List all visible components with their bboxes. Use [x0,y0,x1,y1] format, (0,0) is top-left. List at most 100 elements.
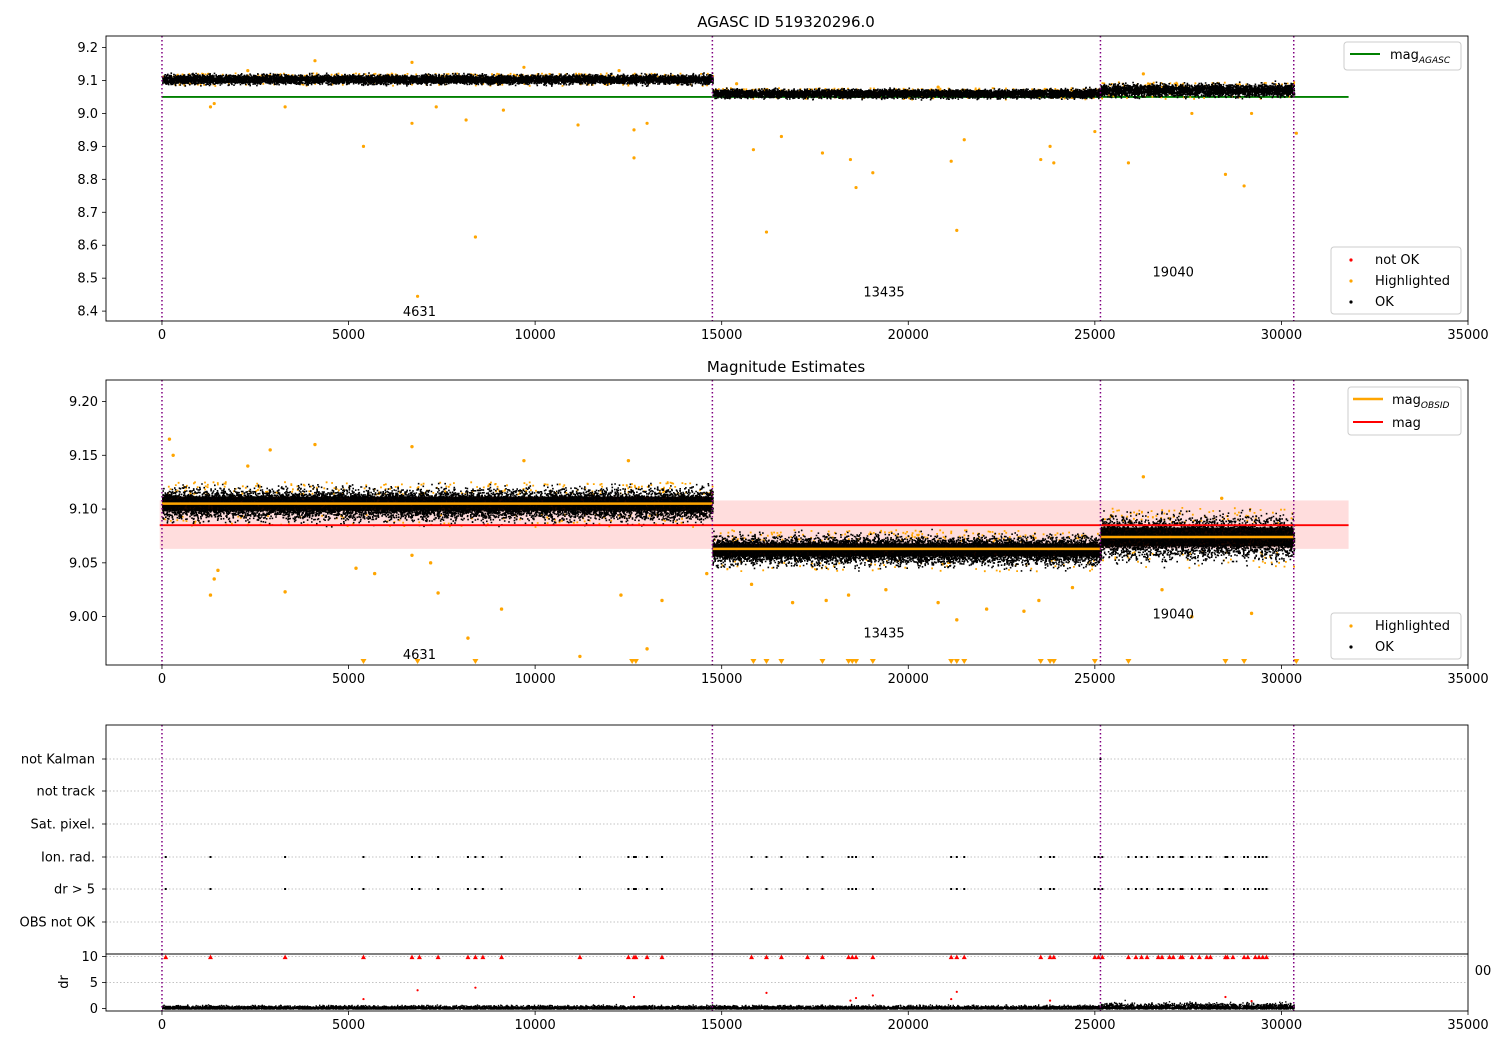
flag-point [765,888,768,890]
clipped-marker [1241,954,1247,960]
highlighted-point [434,105,438,109]
highlighted-point [854,185,858,190]
category-label: dr > 5 [54,883,95,898]
clipped-marker [1125,659,1132,664]
x-tick-label: 5000 [332,1018,365,1033]
highlighted-point [428,561,433,565]
x-tick-label: 30000 [1261,328,1302,343]
y-tick-label: 8.7 [77,206,98,221]
clipped-marker [1180,954,1186,960]
flag-point [1265,856,1268,858]
flag-point [1209,856,1212,858]
flag-point [481,856,484,858]
clipped-marker [1208,954,1214,960]
legend-label-highlighted: Highlighted [1375,274,1450,289]
overflow-tick-label: 00 [1475,964,1492,979]
legend-label-ok: OK [1375,640,1394,655]
legend-marker-not-ok [1349,258,1353,262]
x-tick-label: 35000 [1447,1018,1488,1033]
highlighted-point [617,68,621,73]
highlighted-point [626,458,631,463]
legend-label-not-ok: not OK [1375,253,1420,268]
highlighted-point [962,138,966,142]
obsid-label: 13435 [863,627,904,642]
flag-point [362,856,365,858]
clipped-marker [632,659,639,664]
flag-point [437,888,440,890]
highlighted-point [372,571,377,576]
flag-point [209,888,212,890]
x-tick-label: 10000 [514,328,555,343]
highlighted-point [464,118,468,122]
flag-point [1181,888,1184,890]
x-tick-label: 0 [158,328,166,343]
flags-panel: OBS not OK dr > 5 Ion. rad. Sat. pixel. not … [20,724,1469,955]
flag-point [1157,888,1160,890]
flag-point [418,856,421,858]
legend-mag-lines: magOBSID mag [1347,386,1462,436]
clipped-marker [1230,954,1236,960]
clipped-marker [1241,659,1248,664]
flag-point [780,856,783,858]
highlighted-point [499,607,504,611]
flag-point [765,856,768,858]
clipped-marker [633,954,639,960]
clipped-marker [1245,954,1251,960]
panel-title: AGASC ID 519320296.0 [697,13,875,31]
y-tick-label: 5 [90,976,98,991]
highlighted-point [751,148,756,152]
highlighted-point [660,598,664,603]
flag-point [750,856,753,858]
clipped-marker [472,954,478,960]
clipped-marker [948,659,955,664]
clipped-marker [961,954,967,960]
highlighted-point [501,108,506,112]
highlighted-point [410,553,414,558]
clipped-marker [1047,954,1053,960]
flag-point [1179,888,1182,890]
outlier-point [362,997,365,1001]
flag-point [466,856,469,858]
flag-point [1134,856,1137,858]
flag-point [1039,856,1042,858]
clipped-marker [163,954,169,960]
outlier-point [1224,995,1227,999]
highlighted-point [749,582,754,587]
clipped-marker [1099,954,1105,960]
y-tick-label: 9.1 [77,74,98,89]
flag-point [633,856,636,858]
flag-point [1172,888,1175,890]
clipped-marker [1144,954,1150,960]
flag-point [418,888,421,890]
highlighted-point [984,607,989,611]
highlighted-point [820,151,825,155]
flag-point [1231,856,1234,858]
flag-point [437,856,440,858]
highlighted-point [354,566,358,570]
legend-marker-highlighted [1349,279,1353,283]
y-tick-label: 8.9 [77,140,98,155]
clipped-marker [870,954,876,960]
highlighted-point [764,230,769,234]
highlighted-point [790,600,795,605]
highlighted-point [645,647,649,651]
flag-point [1140,856,1143,858]
flag-point [851,856,854,858]
legend-marker-ok [1349,300,1353,304]
highlighted-point [871,171,875,175]
clipped-marker [1133,954,1139,960]
clipped-marker [763,954,769,960]
y-tick-label: 8.8 [77,173,98,188]
highlighted-point [578,654,582,659]
x-tick-label: 10000 [514,1018,555,1033]
highlighted-point [936,85,940,89]
x-tick-label: 20000 [888,672,929,687]
flag-point [1181,856,1184,858]
flag-point [1209,888,1212,890]
clipped-marker [954,954,960,960]
highlighted-point [705,571,709,576]
x-tick-label: 25000 [1074,672,1115,687]
clipped-marker [1252,954,1258,960]
clipped-marker [414,659,421,664]
